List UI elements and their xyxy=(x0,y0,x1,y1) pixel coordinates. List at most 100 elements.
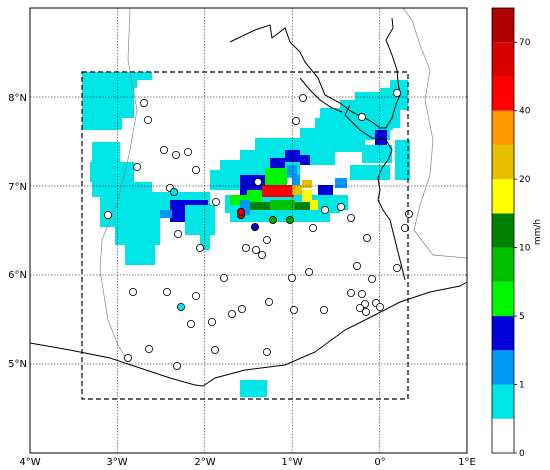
rain-cell xyxy=(292,175,300,185)
precipitation-field xyxy=(82,72,410,397)
rain-cell xyxy=(350,165,390,180)
colorbar-block xyxy=(492,316,514,351)
rain-cell xyxy=(250,202,270,210)
station-marker xyxy=(268,215,277,224)
colorbar: 0 1 5 10 20 40 70 mm/h xyxy=(491,7,543,459)
x-axis-labels: 4°W 3°W 2°W 1°W 0° 1°E xyxy=(19,457,475,468)
station-marker xyxy=(241,243,250,252)
station-marker xyxy=(128,287,137,296)
station-marker xyxy=(357,113,366,122)
y-tick-label: 7°N xyxy=(8,182,27,193)
station-marker xyxy=(319,305,328,314)
station-marker xyxy=(287,273,296,282)
station-marker xyxy=(207,317,216,326)
station-marker xyxy=(211,197,220,206)
rain-cell xyxy=(295,202,310,210)
x-tick-label: 0° xyxy=(374,457,385,468)
country-borders xyxy=(99,7,468,363)
rain-cell xyxy=(240,200,250,215)
colorbar-block xyxy=(492,384,514,419)
station-marker xyxy=(171,150,180,159)
rain-cell xyxy=(285,150,300,162)
station-marker xyxy=(210,345,219,354)
y-tick-label: 5°N xyxy=(8,359,27,370)
station-marker xyxy=(264,297,273,306)
rain-cell xyxy=(282,185,294,197)
station-marker xyxy=(159,145,168,154)
rain-gauge-stations xyxy=(104,89,413,370)
y-axis-labels: 8°N 7°N 6°N 5°N xyxy=(8,93,27,370)
rain-cell xyxy=(270,158,285,170)
rain-cell xyxy=(125,245,155,265)
station-marker xyxy=(172,361,181,370)
rain-cell xyxy=(355,92,400,102)
station-marker xyxy=(237,304,246,313)
station-marker xyxy=(132,162,141,171)
rain-cell xyxy=(82,80,137,88)
rain-cell xyxy=(362,145,392,163)
colorbar-tick-label: 40 xyxy=(519,107,531,117)
station-marker xyxy=(169,187,178,196)
rain-cell xyxy=(265,168,287,186)
rain-cell xyxy=(247,190,262,202)
station-marker xyxy=(144,344,153,353)
rain-cell xyxy=(375,130,387,145)
station-marker xyxy=(404,209,413,218)
colorbar-block xyxy=(492,179,514,214)
station-marker xyxy=(176,302,185,311)
station-marker xyxy=(186,319,195,328)
x-tick-label: 2°W xyxy=(194,457,215,468)
y-tick-label: 6°N xyxy=(8,270,27,281)
lake-volta-shore-2 xyxy=(344,104,406,281)
rain-cell xyxy=(82,118,122,130)
station-marker xyxy=(257,250,266,259)
station-marker xyxy=(352,261,361,270)
rain-cell xyxy=(92,182,152,197)
colorbar-block xyxy=(492,350,514,385)
station-marker xyxy=(357,289,366,298)
station-marker xyxy=(253,177,262,186)
colorbar-block xyxy=(492,110,514,145)
border-east xyxy=(402,7,468,259)
colorbar-tick-label: 1 xyxy=(519,381,525,391)
rain-cell xyxy=(340,100,380,110)
map-panel xyxy=(29,7,468,454)
rain-cell xyxy=(115,227,160,245)
station-marker xyxy=(250,222,259,231)
station-marker xyxy=(251,245,260,254)
rain-cell xyxy=(82,72,152,80)
station-marker xyxy=(298,94,307,103)
station-marker xyxy=(308,223,317,232)
colorbar-block xyxy=(492,76,514,111)
station-marker xyxy=(191,165,200,174)
x-tick-label: 1°E xyxy=(458,457,476,468)
lake-volta-shore-3 xyxy=(299,77,343,113)
colorbar-frame xyxy=(491,7,515,454)
colorbar-ticks: 0 1 5 10 20 40 70 xyxy=(514,38,531,459)
colorbar-block xyxy=(492,42,514,77)
rain-cell xyxy=(395,140,410,180)
station-marker xyxy=(262,347,271,356)
rain-cell xyxy=(255,138,365,152)
rain-cell xyxy=(82,88,134,118)
station-marker xyxy=(346,288,355,297)
station-marker xyxy=(285,215,294,224)
rain-cell xyxy=(270,200,295,210)
station-marker xyxy=(289,305,298,314)
rain-cell xyxy=(230,212,330,222)
station-marker xyxy=(124,353,133,362)
colorbar-block xyxy=(492,247,514,282)
station-marker xyxy=(104,210,113,219)
colorbar-unit: mm/h xyxy=(533,219,543,245)
station-marker xyxy=(355,303,364,312)
station-marker xyxy=(173,229,182,238)
rain-cell xyxy=(318,185,333,195)
station-marker xyxy=(191,291,200,300)
rain-cell xyxy=(90,162,134,182)
rain-cell xyxy=(340,195,348,210)
rain-cell xyxy=(302,180,312,188)
colorbar-block xyxy=(492,213,514,248)
colorbar-tick-label: 20 xyxy=(519,175,531,185)
colorbar-tick-label: 70 xyxy=(519,38,531,48)
